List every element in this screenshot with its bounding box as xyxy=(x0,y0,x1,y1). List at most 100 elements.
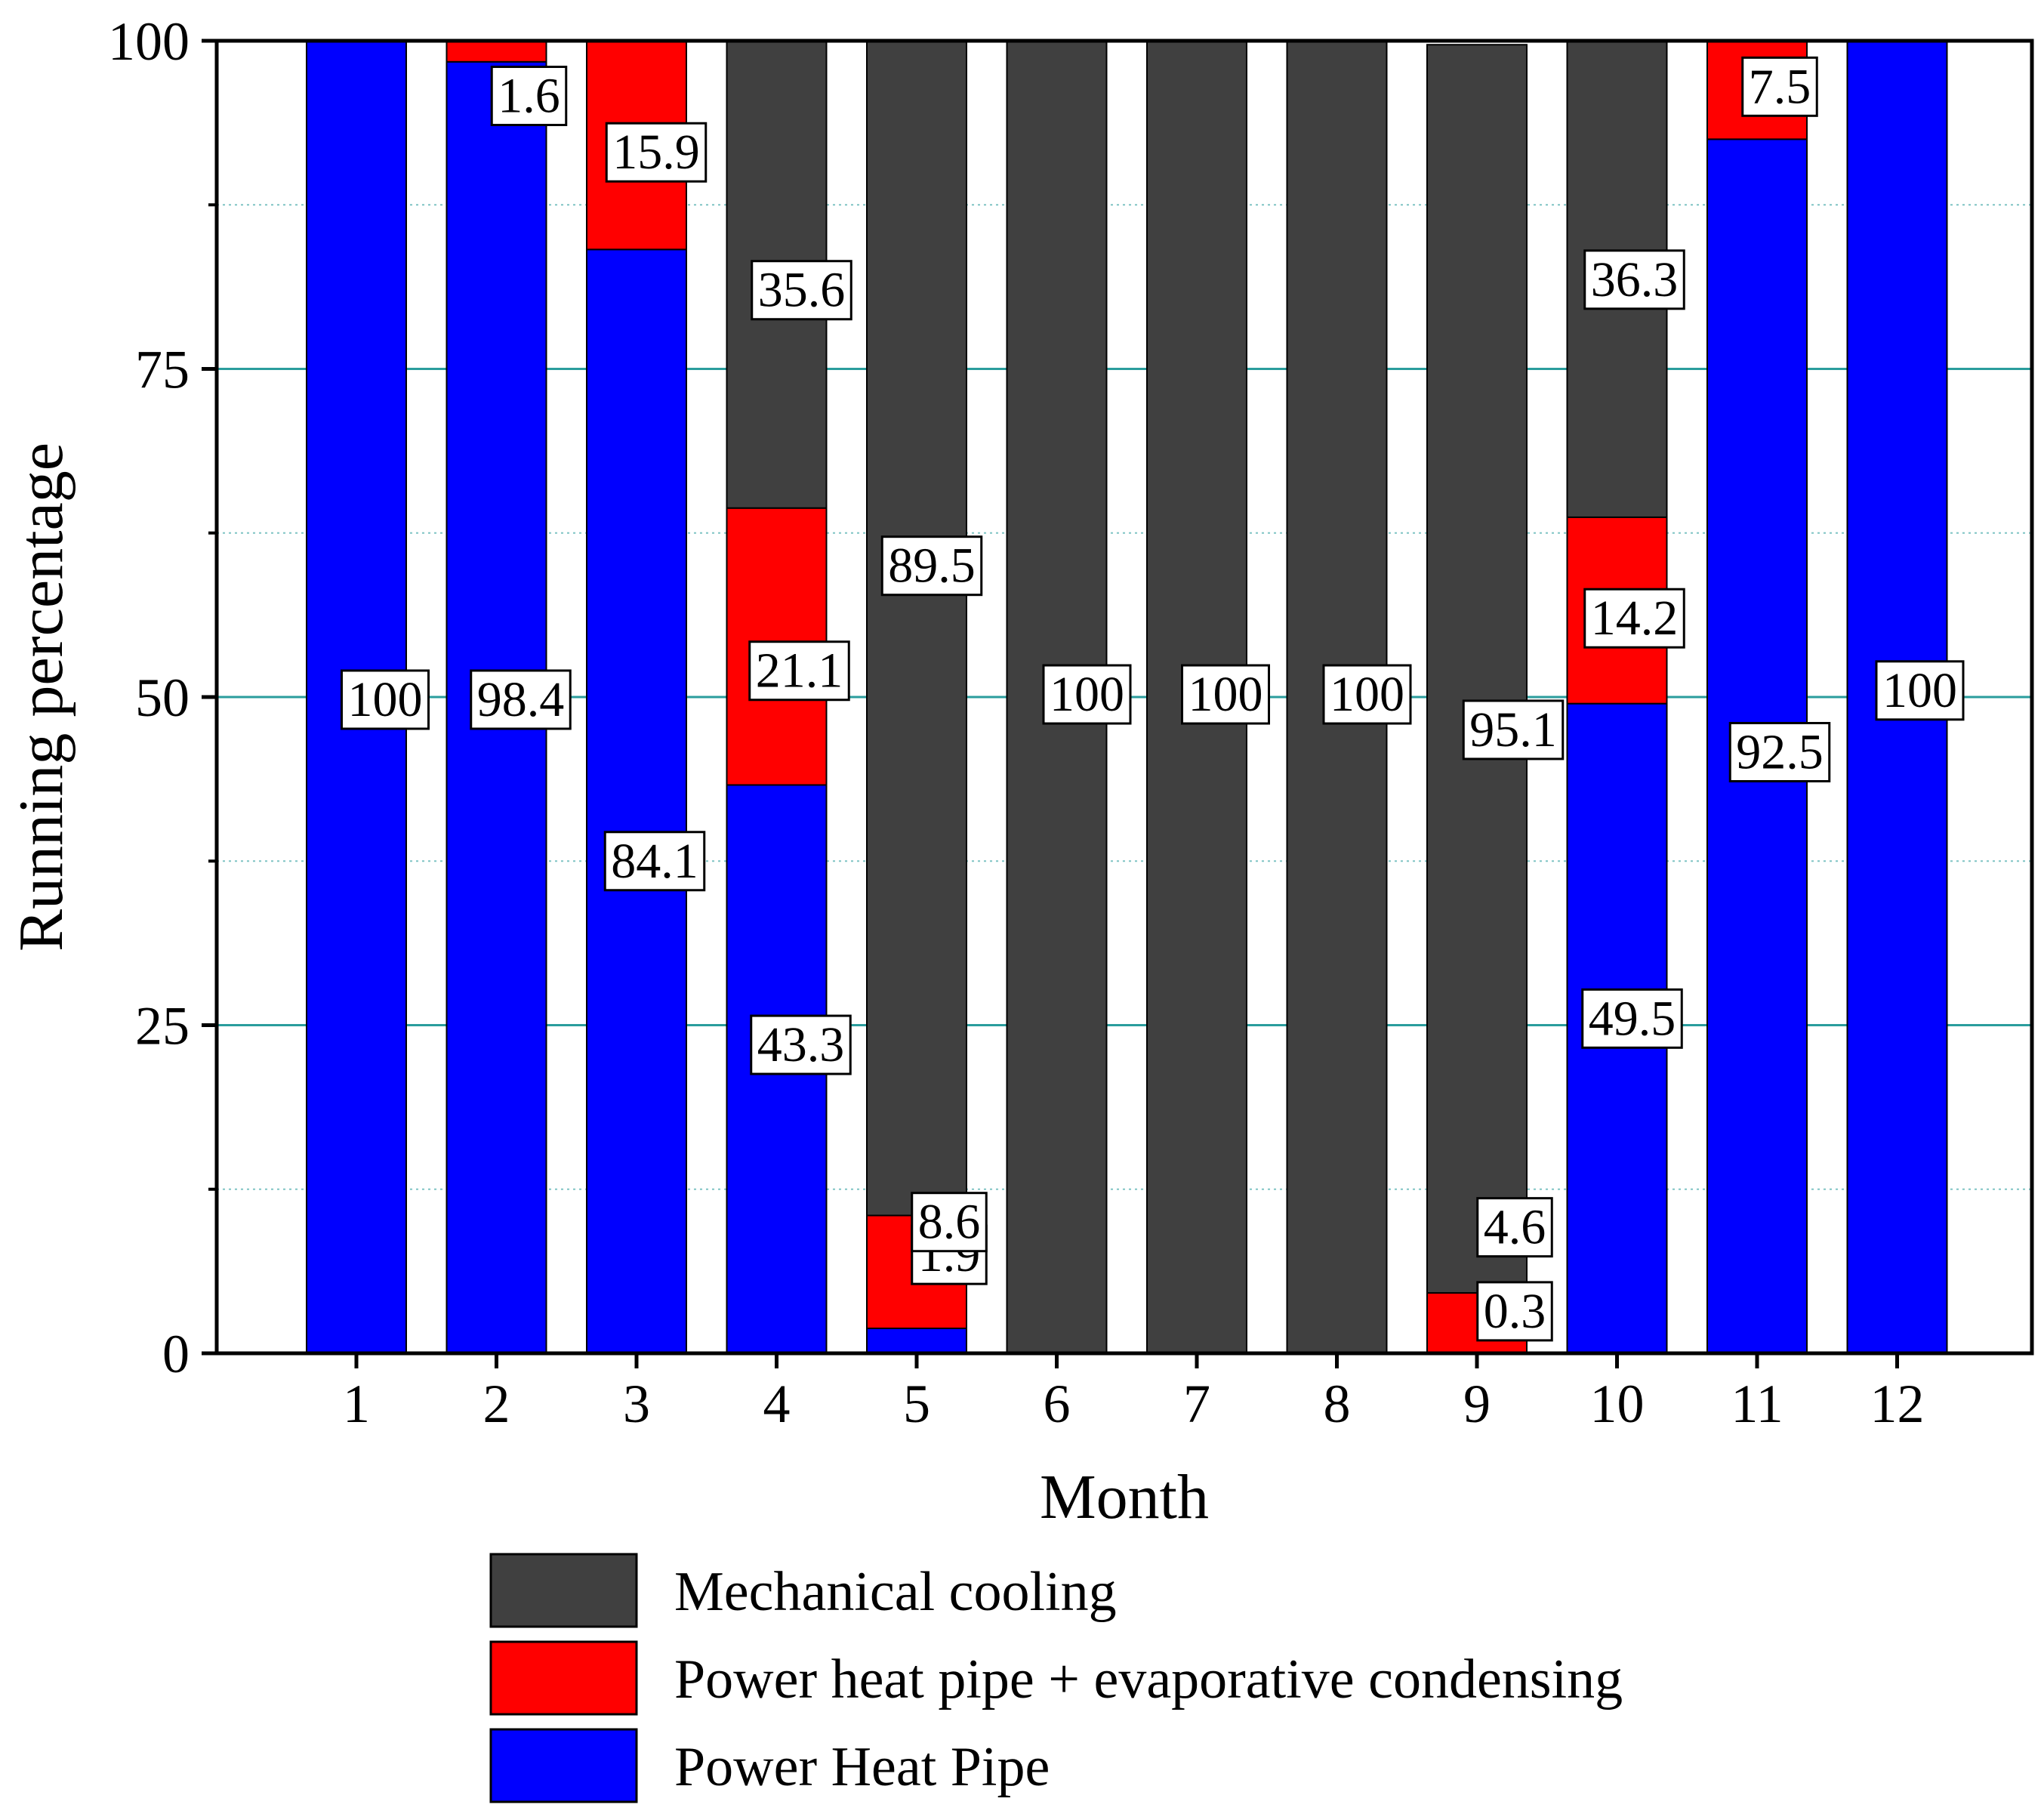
data-label-text: 43.3 xyxy=(757,1017,845,1072)
bar-segment xyxy=(866,1327,967,1355)
x-tick-label: 4 xyxy=(763,1374,791,1434)
data-label-text: 100 xyxy=(1330,667,1404,722)
data-labels: 100 98.41.684.115.943.321.135.61.98.689.5… xyxy=(341,56,1965,1342)
data-label: 35.6 xyxy=(751,260,852,321)
data-label: 100 xyxy=(341,669,430,730)
data-label-text: 95.1 xyxy=(1469,702,1557,757)
x-tick-label: 10 xyxy=(1590,1374,1645,1434)
data-label: 100 xyxy=(1042,664,1132,725)
legend-swatch xyxy=(489,1728,638,1803)
data-label-text: 98.4 xyxy=(477,672,565,727)
data-label: 14.2 xyxy=(1583,588,1685,649)
data-label-box xyxy=(748,640,850,702)
data-label-box xyxy=(1728,721,1831,782)
legend-entry: Mechanical cooling xyxy=(489,1553,1117,1628)
data-label: 49.5 xyxy=(1581,988,1683,1049)
y-axis-title: Running percentage xyxy=(6,443,76,952)
data-label-box xyxy=(1476,1197,1553,1258)
data-label-text: 21.1 xyxy=(756,643,843,699)
legend-label: Power Heat Pipe xyxy=(674,1736,1050,1798)
data-label: 7.5 xyxy=(1741,56,1818,117)
data-label-box xyxy=(1583,249,1685,310)
bar-segment xyxy=(445,40,547,63)
data-label-text: 100 xyxy=(1882,663,1957,718)
data-label-text: 100 xyxy=(1050,667,1124,722)
data-label-box xyxy=(750,1014,852,1075)
data-label: 89.5 xyxy=(880,535,983,597)
data-label-text: 49.5 xyxy=(1589,991,1676,1046)
data-label-box xyxy=(490,65,568,126)
data-label-box xyxy=(911,1192,988,1253)
data-label-text: 15.9 xyxy=(612,125,700,180)
data-label-box xyxy=(341,669,430,730)
data-label-box xyxy=(1581,988,1683,1049)
x-tick-label: 1 xyxy=(343,1374,370,1434)
legend-swatch xyxy=(489,1553,638,1628)
x-tick-label: 7 xyxy=(1183,1374,1210,1434)
x-tick-label: 2 xyxy=(483,1374,510,1434)
data-label-box xyxy=(1462,699,1565,760)
data-label-text: 7.5 xyxy=(1749,59,1811,114)
data-label-text: 1.6 xyxy=(498,68,560,123)
x-tick-label: 6 xyxy=(1044,1374,1071,1434)
legend-label: Power heat pipe + evaporative condensing xyxy=(674,1649,1623,1710)
x-tick-label: 8 xyxy=(1324,1374,1351,1434)
data-label: 100 xyxy=(1181,664,1270,725)
data-label: 4.6 xyxy=(1476,1197,1553,1258)
x-axis-title: Month xyxy=(1040,1462,1209,1532)
data-label-box xyxy=(1583,588,1685,649)
x-tick-label: 12 xyxy=(1870,1374,1925,1434)
data-label-box xyxy=(880,535,983,597)
data-label-text: 35.6 xyxy=(758,263,846,318)
data-label: 98.4 xyxy=(470,669,572,730)
data-label-box xyxy=(603,831,706,892)
legend-swatch xyxy=(489,1640,638,1716)
data-label-text: 4.6 xyxy=(1484,1200,1546,1255)
y-tick-label: 50 xyxy=(135,668,190,728)
legend-label: Mechanical cooling xyxy=(674,1561,1117,1623)
data-label: 36.3 xyxy=(1583,249,1685,310)
data-label-text: 92.5 xyxy=(1736,724,1824,779)
data-label: 1.6 xyxy=(490,65,568,126)
data-label-text: 89.5 xyxy=(888,538,976,594)
data-label-box xyxy=(470,669,572,730)
data-label-box xyxy=(1181,664,1270,725)
data-label-text: 84.1 xyxy=(611,834,698,889)
data-label: 100 xyxy=(1322,664,1412,725)
x-tick-label: 11 xyxy=(1731,1374,1783,1434)
data-label-box xyxy=(1875,660,1965,721)
x-tick-label: 5 xyxy=(903,1374,930,1434)
y-tick-label: 100 xyxy=(108,11,190,72)
data-label-box xyxy=(1476,1281,1553,1342)
data-label: 8.6 xyxy=(911,1192,988,1253)
y-tick-label: 75 xyxy=(135,340,190,400)
x-tick-label: 3 xyxy=(623,1374,650,1434)
data-label-text: 100 xyxy=(1188,667,1263,722)
x-tick-label: 9 xyxy=(1463,1374,1491,1434)
data-label-box xyxy=(1322,664,1412,725)
data-label-text: 8.6 xyxy=(918,1195,981,1250)
legend: Mechanical cooling Power heat pipe + evap… xyxy=(489,1553,1623,1803)
data-label: 15.9 xyxy=(605,122,708,183)
data-label: 21.1 xyxy=(748,640,850,702)
data-label-box xyxy=(1741,56,1818,117)
bar-segment xyxy=(1426,44,1528,1294)
data-label-text: 14.2 xyxy=(1591,591,1679,646)
data-label: 0.3 xyxy=(1476,1281,1553,1342)
data-label: 84.1 xyxy=(603,831,706,892)
data-label: 100 xyxy=(1875,660,1965,721)
data-label-box xyxy=(605,122,708,183)
bar-segment xyxy=(586,248,687,1354)
bar-segment xyxy=(866,40,967,1217)
data-label-text: 36.3 xyxy=(1591,252,1679,307)
data-label: 92.5 xyxy=(1728,721,1831,782)
data-label-text: 100 xyxy=(348,672,423,727)
y-tick-label: 25 xyxy=(135,996,190,1057)
y-tick-label: 0 xyxy=(162,1324,190,1384)
legend-entry: Power heat pipe + evaporative condensing xyxy=(489,1640,1623,1716)
data-label-box xyxy=(751,260,852,321)
data-label: 43.3 xyxy=(750,1014,852,1075)
data-label: 95.1 xyxy=(1462,699,1565,760)
